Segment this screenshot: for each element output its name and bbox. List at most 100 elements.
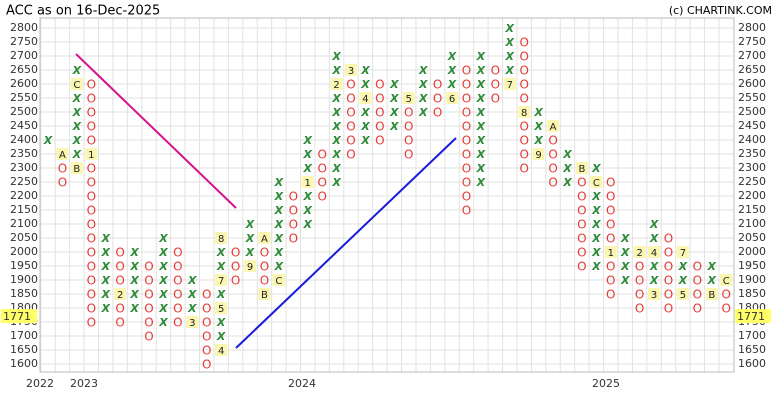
x-box: X <box>620 246 630 259</box>
y-tick-label-right: 2800 <box>738 21 766 34</box>
o-box: O <box>519 162 528 176</box>
x-box: X <box>245 218 255 231</box>
o-box: O <box>115 246 124 260</box>
column: X <box>43 134 53 147</box>
x-box: X <box>360 78 370 91</box>
month-label: 3 <box>348 66 354 77</box>
o-box: O <box>87 120 96 134</box>
x-box: X <box>591 162 601 175</box>
month-box <box>85 148 98 160</box>
x-box: X <box>678 274 688 287</box>
o-box: O <box>693 274 702 288</box>
x-box: X <box>678 260 688 273</box>
o-box: O <box>462 148 471 162</box>
month-box <box>114 288 127 300</box>
y-tick-label-left: 2700 <box>10 49 38 62</box>
x-box: X <box>331 176 341 189</box>
o-box: O <box>289 190 298 204</box>
month-label: 4 <box>218 346 224 357</box>
x-box: X <box>331 92 341 105</box>
o-box: O <box>231 274 240 288</box>
x-box: X <box>476 50 486 63</box>
x-box: X <box>331 50 341 63</box>
o-box: O <box>346 92 355 106</box>
o-box: O <box>231 260 240 274</box>
x-box: X <box>389 92 399 105</box>
column: OOA <box>56 148 69 190</box>
o-box: O <box>58 176 67 190</box>
o-box: O <box>664 232 673 246</box>
trend-line-up <box>235 137 457 349</box>
o-box: O <box>375 78 384 92</box>
month-box <box>272 274 285 286</box>
x-box: X <box>591 246 601 259</box>
x-box: X <box>505 36 515 49</box>
last-price-badge <box>1 309 37 324</box>
chart-title: ACC as on 16-Dec-2025 <box>6 4 160 19</box>
month-label: 2 <box>333 80 339 91</box>
x-box: X <box>158 232 168 245</box>
o-box: O <box>606 274 615 288</box>
o-box: O <box>87 134 96 148</box>
month-box <box>330 78 343 90</box>
x-box: X <box>331 162 341 175</box>
x-box: X <box>100 246 110 259</box>
y-tick-label-right: 2400 <box>738 133 766 146</box>
o-box: O <box>433 106 442 120</box>
o-box: O <box>462 92 471 106</box>
y-tick-label-right: 2100 <box>738 217 766 230</box>
x-box: X <box>129 274 139 287</box>
y-tick-label-left: 1950 <box>10 259 38 272</box>
o-box: O <box>144 316 153 330</box>
o-box: O <box>462 176 471 190</box>
x-box: X <box>476 176 486 189</box>
x-box: X <box>72 106 82 119</box>
month-box <box>359 92 372 104</box>
plot-frame <box>39 17 735 373</box>
o-box: O <box>577 190 586 204</box>
y-tick-label-left: 2600 <box>10 77 38 90</box>
o-box: O <box>58 162 67 176</box>
x-box: X <box>620 260 630 273</box>
y-tick-label-right: 1900 <box>738 273 766 286</box>
month-label: C <box>593 178 600 189</box>
y-tick-label-left: 2350 <box>10 147 38 160</box>
x-box: X <box>331 64 341 77</box>
month-label: 9 <box>247 262 253 273</box>
x-box: X <box>158 260 168 273</box>
o-box: O <box>202 302 211 316</box>
o-box: O <box>346 120 355 134</box>
y-tick-label-right: 1850 <box>738 287 766 300</box>
x-box: X <box>72 120 82 133</box>
y-tick-label-right: 2000 <box>738 245 766 258</box>
o-box: O <box>635 260 644 274</box>
x-box: X <box>331 120 341 133</box>
column: BXX <box>705 260 718 301</box>
y-tick-label-right: 2650 <box>738 63 766 76</box>
y-tick-label-right: 2450 <box>738 119 766 132</box>
o-box: O <box>462 134 471 148</box>
month-box <box>633 246 646 258</box>
month-label: 9 <box>535 150 541 161</box>
o-box: O <box>87 218 96 232</box>
x-box: X <box>129 246 139 259</box>
o-box: O <box>635 288 644 302</box>
o-box: O <box>202 316 211 330</box>
last-price-label: 1771 <box>737 310 765 323</box>
x-box: X <box>302 162 312 175</box>
y-tick-label-right: 2750 <box>738 35 766 48</box>
x-box: X <box>418 64 428 77</box>
o-box: O <box>173 274 182 288</box>
o-box: O <box>87 78 96 92</box>
x-box: X <box>100 232 110 245</box>
x-box: X <box>649 274 659 287</box>
o-box: O <box>519 92 528 106</box>
month-label: 1 <box>305 178 311 189</box>
